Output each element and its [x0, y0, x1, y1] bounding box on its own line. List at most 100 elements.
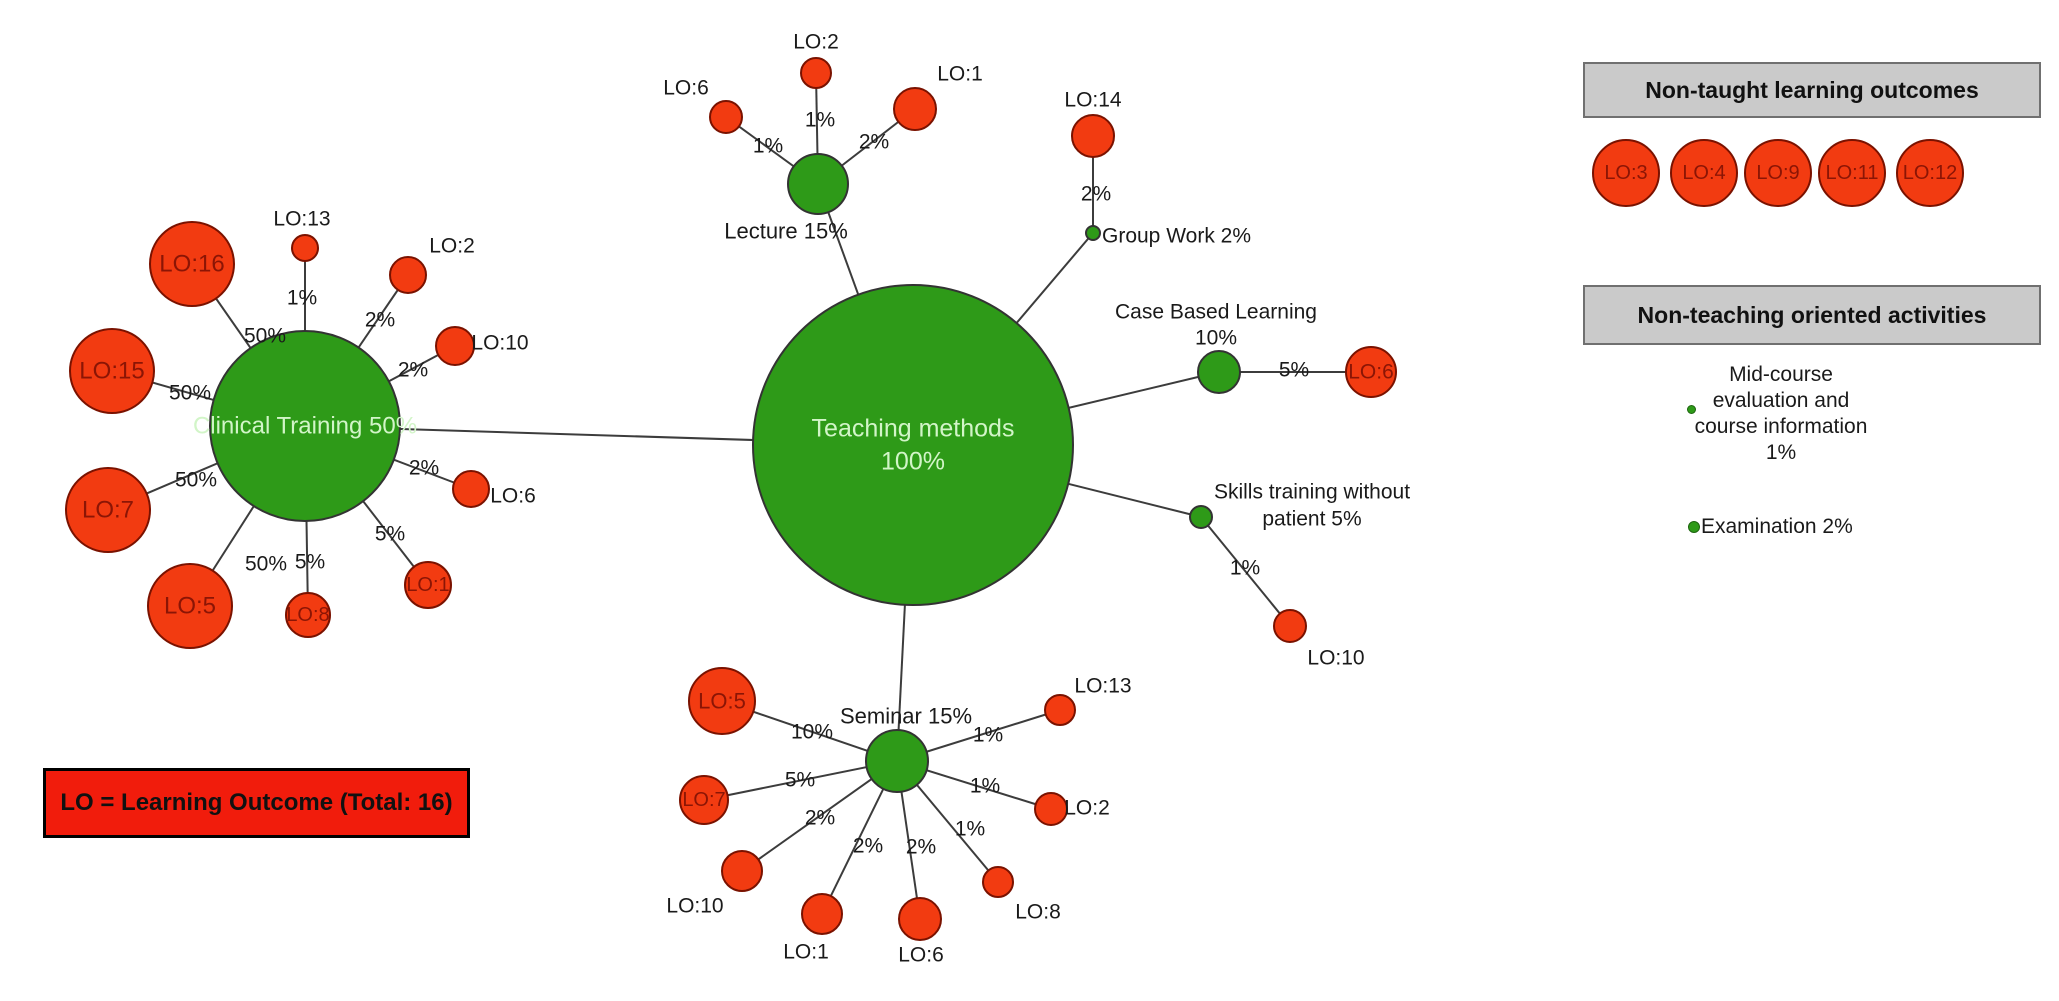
node-label-teaching: Teaching methods — [812, 415, 1015, 443]
edge-label-groupwork-lo14: 2% — [1081, 183, 1111, 206]
edge-label-clinical-c_lo1: 5% — [375, 523, 405, 546]
node-c_lo6 — [452, 470, 490, 508]
node-c_lo15 — [69, 328, 155, 414]
node-clinical — [209, 330, 401, 522]
cbl-label-line2: 10% — [1195, 327, 1237, 350]
node-label-c_lo5: LO:5 — [164, 593, 216, 620]
edge-label-seminar-s_lo7: 5% — [785, 769, 815, 792]
edge-label-seminar-s_lo2: 1% — [970, 775, 1000, 798]
label-c-lo2: LO:2 — [429, 235, 475, 258]
node-c_lo2 — [389, 256, 427, 294]
non-teaching-header: Non-teaching oriented activities — [1583, 285, 2041, 345]
seminar-label: Seminar 15% — [840, 704, 972, 729]
mid-course-line: 1% — [1765, 441, 1797, 464]
label-c-lo10: LO:10 — [471, 332, 528, 355]
mid-course-text: Mid-course evaluation and course informa… — [1650, 362, 1912, 466]
node-s_lo2 — [1034, 792, 1068, 826]
edge-label-seminar-s_lo8: 1% — [955, 818, 985, 841]
edge-label-clinical-c_lo8: 5% — [295, 551, 325, 574]
label-s-lo10: LO:10 — [666, 895, 723, 918]
node-s_lo8 — [982, 866, 1014, 898]
edge-label-lecture-l_lo1: 2% — [859, 131, 889, 154]
node-s_lo10 — [721, 850, 763, 892]
non-taught-header: Non-taught learning outcomes — [1583, 62, 2041, 118]
node-lecture — [787, 153, 849, 215]
edge-label-seminar-s_lo6: 2% — [906, 836, 936, 859]
label-s-lo6: LO:6 — [898, 944, 944, 967]
legend-outcome-lo12: LO:12 — [1896, 139, 1964, 207]
node-label-c_lo1: LO:1 — [406, 574, 449, 596]
legend-outcome-lo4: LO:4 — [1670, 139, 1738, 207]
node-label-cbl_lo6: LO:6 — [1348, 361, 1394, 384]
label-s-lo2: LO:2 — [1064, 797, 1110, 820]
node-c_lo5 — [147, 563, 233, 649]
node-cbl — [1197, 350, 1241, 394]
node-groupwork — [1085, 225, 1101, 241]
label-l-lo1: LO:1 — [937, 63, 983, 86]
edge-seminar-s_lo7 — [703, 760, 898, 801]
node-s_lo1 — [801, 893, 843, 935]
lo-note-box: LO = Learning Outcome (Total: 16) — [43, 768, 470, 838]
groupwork-label: Group Work 2% — [1102, 225, 1251, 248]
node-c_lo13 — [291, 234, 319, 262]
node-label-c_lo7: LO:7 — [82, 497, 134, 524]
label-sk-lo10: LO:10 — [1307, 647, 1364, 670]
node-label-s_lo7: LO:7 — [682, 789, 725, 811]
edge-label-clinical-c_lo13: 1% — [287, 287, 317, 310]
edge-skills-sk_lo10 — [1200, 516, 1291, 627]
edge-label-seminar-s_lo13: 1% — [973, 724, 1003, 747]
edge-label-seminar-s_lo10: 2% — [805, 807, 835, 830]
edge-label-seminar-s_lo1: 2% — [853, 835, 883, 858]
node-c_lo8 — [285, 592, 331, 638]
node-s_lo6 — [898, 897, 942, 941]
node-skills — [1189, 505, 1213, 529]
node-teaching — [752, 284, 1074, 606]
mid-course-line: Mid-course — [1729, 363, 1833, 386]
edge-label-skills-sk_lo10: 1% — [1230, 557, 1260, 580]
label-c-lo6: LO:6 — [490, 485, 536, 508]
node-s_lo5 — [688, 667, 756, 735]
legend-outcome-lo9: LO:9 — [1744, 139, 1812, 207]
node-cbl_lo6 — [1345, 346, 1397, 398]
edge-label-clinical-c_lo7: 50% — [175, 469, 217, 492]
examination-text: Examination 2% — [1701, 515, 1853, 538]
edge-label-clinical-c_lo15: 50% — [169, 382, 211, 405]
mid-course-dot-icon — [1687, 405, 1696, 414]
lecture-label: Lecture 15% — [724, 219, 848, 244]
node-label-teaching: 100% — [881, 448, 945, 476]
node-s_lo13 — [1044, 694, 1076, 726]
node-seminar — [865, 729, 929, 793]
label-lo14: LO:14 — [1064, 89, 1122, 112]
node-sk_lo10 — [1273, 609, 1307, 643]
edge-label-cbl-cbl_lo6: 5% — [1279, 359, 1309, 382]
legend-outcome-lo3: LO:3 — [1592, 139, 1660, 207]
label-s-lo13: LO:13 — [1074, 675, 1131, 698]
node-label-c_lo8: LO:8 — [286, 604, 329, 626]
edge-label-clinical-c_lo2: 2% — [365, 309, 395, 332]
node-c_lo7 — [65, 467, 151, 553]
edge-label-clinical-c_lo6: 2% — [409, 457, 439, 480]
label-c-lo13: LO:13 — [273, 208, 330, 231]
label-s-lo1: LO:1 — [783, 941, 829, 964]
mid-course-line: course information — [1694, 415, 1868, 438]
cbl-label-line1: Case Based Learning — [1115, 301, 1317, 324]
skills-label-line2: patient 5% — [1262, 508, 1361, 531]
node-label-s_lo5: LO:5 — [698, 689, 746, 714]
edge-label-lecture-l_lo6: 1% — [753, 135, 783, 158]
label-l-lo6: LO:6 — [663, 77, 709, 100]
node-s_lo7 — [679, 775, 729, 825]
node-label-clinical: Clinical Training 50% — [193, 413, 417, 440]
edge-label-lecture-l_lo2: 1% — [805, 109, 835, 132]
edge-label-clinical-c_lo5: 50% — [245, 553, 287, 576]
mid-course-line: evaluation and — [1712, 389, 1850, 412]
edge-label-seminar-s_lo5: 10% — [791, 721, 833, 744]
edge-label-clinical-c_lo10: 2% — [398, 359, 428, 382]
node-lo14 — [1071, 114, 1115, 158]
label-s-lo8: LO:8 — [1015, 901, 1061, 924]
skills-label-line1: Skills training without — [1214, 481, 1410, 504]
node-l_lo1 — [893, 87, 937, 131]
edge-label-clinical-c_lo16: 50% — [244, 325, 286, 348]
node-c_lo10 — [435, 326, 475, 366]
